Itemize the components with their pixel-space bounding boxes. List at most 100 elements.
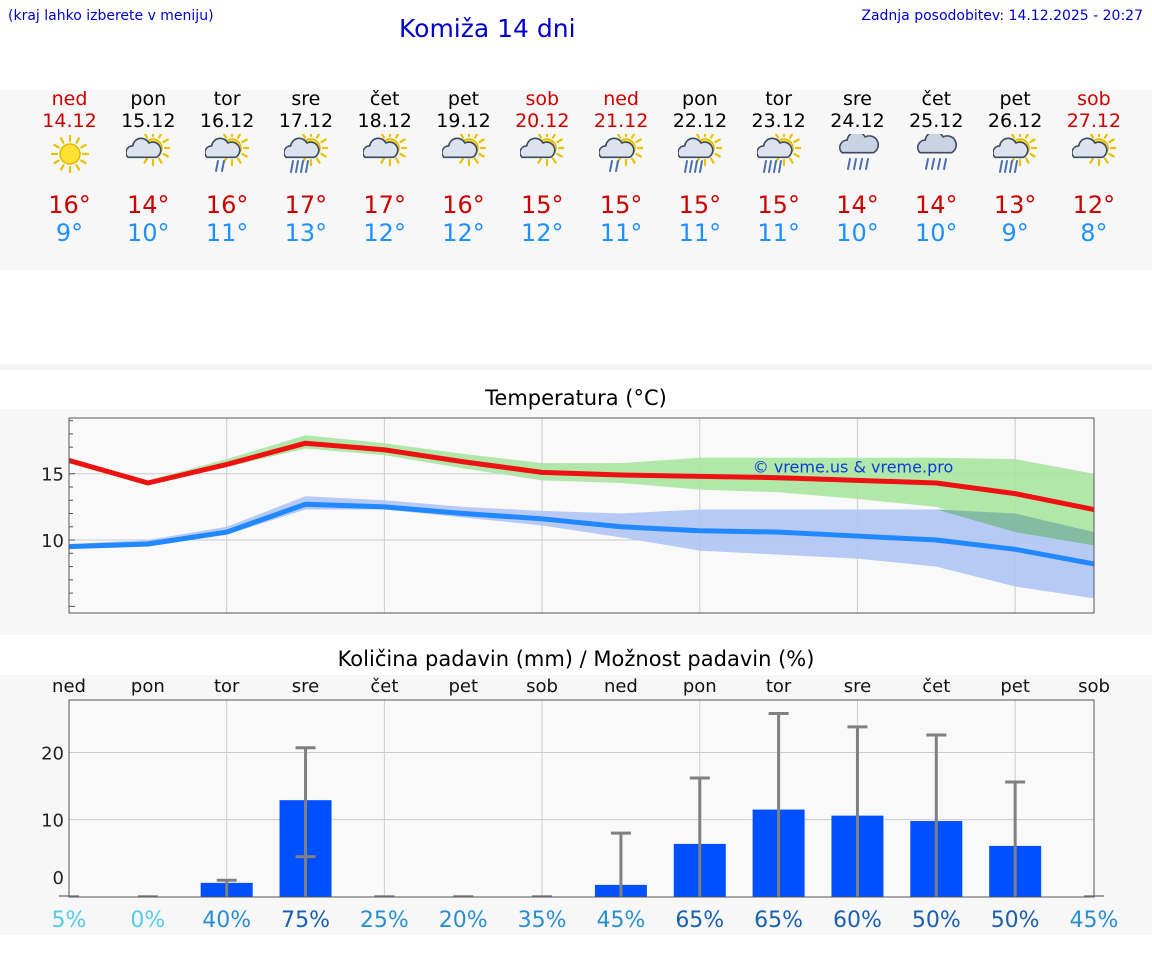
temp-min: 9°	[1001, 219, 1029, 247]
location-hint[interactable]: (kraj lahko izberete v meniju)	[8, 8, 214, 24]
sun-cloud-icon	[362, 134, 407, 167]
temperature-title: Temperatura (°C)	[485, 386, 667, 410]
day-column: ned 21.12 15° 11°	[582, 88, 661, 247]
temp-max: 13°	[993, 191, 1037, 219]
day-column: sob 20.12 15° 12°	[503, 88, 582, 247]
separator-band	[0, 364, 1152, 370]
day-label: sre	[292, 676, 319, 697]
last-update: Zadnja posodobitev: 14.12.2025 - 20:27	[861, 8, 1143, 24]
temp-min: 10°	[836, 219, 879, 247]
sun-cloud-heavy-rain-icon	[756, 134, 801, 173]
sun-icon	[50, 134, 89, 174]
day-label: tor	[214, 676, 240, 697]
precip-probability: 50%	[991, 908, 1040, 933]
day-column: pet 19.12 16° 12°	[424, 88, 503, 247]
forecast-band	[0, 90, 1152, 270]
precip-probability: 0%	[130, 908, 165, 933]
day-name: tor	[765, 88, 793, 110]
y-tick-label: 0	[53, 868, 64, 889]
day-label: sre	[844, 676, 871, 697]
precipitation-chart: ned pon tor sre čet pet sob ned pon tor sre čet pet s…	[41, 676, 1119, 933]
day-date: 26.12	[987, 110, 1043, 132]
day-name: pon	[130, 88, 167, 110]
day-column: čet 25.12 14° 10°	[897, 88, 976, 247]
day-date: 25.12	[909, 110, 964, 132]
day-column: sob 27.12 12° 8°	[1054, 88, 1133, 247]
day-label: sob	[526, 676, 558, 697]
precip-probability: 60%	[833, 908, 882, 933]
sun-cloud-icon	[126, 134, 171, 167]
day-date: 20.12	[515, 110, 570, 132]
sun-cloud-heavy-rain-icon	[283, 134, 328, 173]
temp-max: 15°	[599, 191, 643, 219]
temp-max: 17°	[284, 191, 328, 219]
sun-cloud-icon	[441, 134, 486, 167]
sun-cloud-heavy-rain-icon	[756, 134, 801, 173]
day-name: pet	[447, 88, 480, 110]
sun-cloud-heavy-rain-icon	[677, 134, 722, 173]
y-tick-label: 20	[41, 743, 64, 764]
day-date: 15.12	[121, 110, 176, 132]
day-name: pon	[682, 88, 718, 110]
day-name: čet	[369, 88, 400, 110]
day-column: pon 15.12 14° 10°	[109, 88, 188, 247]
day-label: pon	[131, 676, 165, 697]
sun-cloud-heavy-rain-icon	[993, 134, 1038, 173]
day-name: tor	[213, 88, 241, 110]
temp-min: 11°	[599, 219, 643, 247]
day-label: sob	[1078, 676, 1110, 697]
day-column: pon 22.12 15° 11°	[660, 88, 739, 247]
max-range-band	[69, 435, 1094, 546]
daily-forecast: ned 14.12 16° 9° pon 15.12 14° 10° tor 16.12 16° 11…	[0, 88, 1152, 263]
day-label: ned	[604, 676, 638, 697]
temp-min: 12°	[363, 219, 406, 247]
precip-probability: 40%	[202, 908, 251, 933]
day-name: čet	[921, 88, 952, 110]
day-column: tor 23.12 15° 11°	[739, 88, 818, 247]
temp-max: 16°	[442, 191, 485, 219]
sun-cloud-icon	[126, 134, 171, 167]
precip-probability: 50%	[912, 908, 961, 933]
day-name: sob	[1077, 88, 1111, 110]
temp-min: 11°	[205, 219, 249, 247]
sun-cloud-heavy-rain-icon	[677, 134, 722, 173]
precip-probability: 65%	[675, 908, 724, 933]
day-name: ned	[603, 88, 639, 110]
sun-cloud-rain-icon	[599, 134, 644, 172]
day-column: sre 17.12 17° 13°	[266, 88, 345, 247]
temp-max: 14°	[915, 191, 958, 219]
day-label: ned	[52, 676, 86, 697]
day-label: tor	[766, 676, 792, 697]
precip-probability: 45%	[1070, 908, 1119, 933]
temp-min: 12°	[442, 219, 485, 247]
day-date: 22.12	[672, 110, 728, 132]
precip-probability: 20%	[439, 908, 488, 933]
sun-cloud-icon	[1071, 134, 1116, 167]
min-range-band	[69, 496, 1094, 599]
day-column: tor 16.12 16° 11°	[188, 88, 267, 247]
temp-min: 9°	[55, 219, 84, 247]
precip-probability: 35%	[518, 908, 567, 933]
precip-probability: 45%	[596, 908, 645, 933]
temp-max: 15°	[757, 191, 800, 219]
y-tick-label: 15	[41, 465, 64, 486]
temp-min: 11°	[678, 219, 722, 247]
day-date: 14.12	[42, 110, 97, 132]
precip-probability: 25%	[360, 908, 409, 933]
temp-min: 10°	[127, 219, 170, 247]
sun-cloud-icon	[441, 134, 486, 167]
day-date: 16.12	[199, 110, 255, 132]
precip-probability: 75%	[281, 908, 330, 933]
max-temp-line	[68, 440, 1095, 512]
day-date: 24.12	[830, 110, 885, 132]
precip-probability: 5%	[52, 908, 87, 933]
temp-max: 15°	[678, 191, 722, 219]
day-name: sre	[291, 88, 321, 110]
min-temp-line	[68, 501, 1095, 567]
day-name: pet	[999, 88, 1031, 110]
y-tick-label: 10	[41, 811, 64, 832]
sun-cloud-rain-icon	[599, 134, 644, 172]
sun-cloud-icon	[362, 134, 407, 167]
day-date: 21.12	[593, 110, 649, 132]
cloud-heavy-rain-icon	[838, 134, 879, 170]
